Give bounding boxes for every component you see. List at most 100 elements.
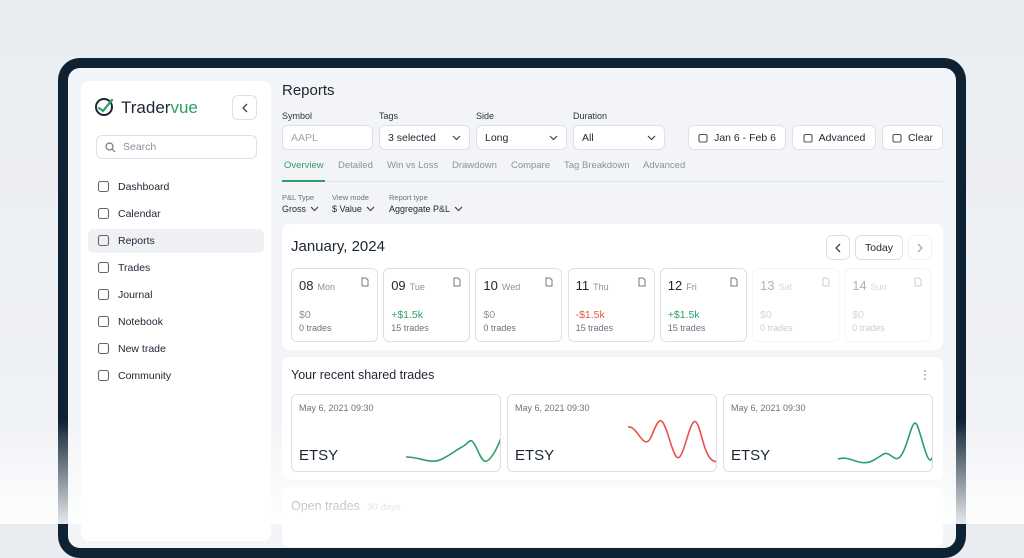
filter-button[interactable]: Clear [882, 125, 943, 150]
nav-label: Dashboard [118, 181, 170, 193]
filter-button[interactable]: Advanced [792, 125, 876, 150]
day-card[interactable]: 08 Mon $0 0 trades [291, 268, 378, 342]
filter-value: Long [485, 131, 509, 144]
tab[interactable]: Win vs Loss [387, 160, 439, 171]
brand-second: vue [170, 98, 198, 117]
day-trades: 15 trades [391, 323, 429, 333]
day-header: 10 Wed [483, 278, 520, 293]
collapse-button[interactable] [232, 95, 257, 120]
day-date: 12 [667, 278, 683, 293]
day-pnl: $0 [852, 309, 864, 321]
nav-item[interactable]: Journal [88, 283, 264, 307]
day-header: 13 Sat [760, 278, 792, 293]
prev-button[interactable] [826, 235, 850, 260]
tab[interactable]: Overview [284, 160, 324, 171]
trade-symbol: ETSY [731, 447, 771, 464]
day-header: 14 Sun [852, 278, 886, 293]
day-header: 11 Thu [576, 278, 609, 293]
day-pnl: +$1.5k [667, 309, 700, 321]
tab[interactable]: Detailed [338, 160, 373, 171]
filter-button[interactable]: Jan 6 - Feb 6 [688, 125, 786, 150]
day-trades: 0 trades [852, 323, 885, 333]
day-header: 09 Tue [391, 278, 425, 293]
button-label: Jan 6 - Feb 6 [714, 131, 776, 144]
nav-label: New trade [118, 343, 166, 355]
open-trades-title: Open trades [291, 499, 360, 513]
day-weekday: Fri [686, 282, 697, 292]
option-value: $ Value [332, 204, 362, 214]
day-weekday: Sun [870, 282, 887, 292]
filter-input[interactable]: 3 selected [379, 125, 470, 150]
logo-icon [95, 98, 114, 116]
option-label: Report type [389, 193, 428, 202]
filter-input[interactable]: All [573, 125, 665, 150]
filter-value: All [582, 131, 594, 144]
search-box[interactable]: Search [96, 135, 257, 159]
option-select[interactable]: $ Value [332, 204, 375, 214]
trade-time: May 6, 2021 09:30 [299, 403, 374, 413]
button-label: Advanced [818, 131, 866, 144]
trade-time: May 6, 2021 09:30 [731, 403, 806, 413]
nav-item[interactable]: New trade [88, 337, 264, 361]
day-pnl: $0 [299, 309, 311, 321]
today-button[interactable]: Today [855, 235, 903, 260]
day-header: 12 Fri [668, 278, 697, 293]
day-weekday: Wed [501, 282, 521, 292]
nav-item[interactable]: Dashboard [88, 175, 264, 199]
sparkline [405, 438, 500, 463]
nav-label: Journal [118, 289, 153, 301]
day-header: 08 Mon [299, 278, 335, 293]
day-card[interactable]: 11 Thu -$1.5k 15 trades [567, 268, 655, 342]
brand-first: Trader [121, 98, 171, 117]
trade-time: May 6, 2021 09:30 [515, 403, 590, 413]
button-label: Clear [907, 131, 934, 144]
nav-item[interactable]: Trades [88, 256, 264, 280]
nav-item[interactable]: Calendar [88, 202, 264, 226]
day-date: 13 [760, 278, 775, 293]
day-weekday: Thu [593, 282, 609, 292]
option-select[interactable]: Aggregate P&L [389, 204, 463, 214]
trade-card[interactable]: May 6, 2021 09:30 ETSY [507, 394, 717, 472]
day-trades: 0 trades [299, 323, 332, 333]
filter-value: AAPL [291, 131, 318, 144]
day-date: 11 [575, 278, 590, 293]
day-card[interactable]: 14 Sun $0 0 trades [844, 268, 932, 342]
day-trades: 0 trades [483, 323, 516, 333]
nav-item[interactable]: Community [88, 364, 264, 388]
day-pnl: $0 [760, 309, 772, 321]
more-button[interactable]: · · · [923, 363, 927, 385]
day-card[interactable]: 09 Tue +$1.5k 15 trades [383, 268, 471, 342]
option-value: Gross [282, 204, 307, 214]
open-trades-period: 30 days [367, 502, 401, 513]
nav-label: Community [118, 370, 172, 382]
day-date: 10 [483, 278, 498, 293]
option-select[interactable]: Gross [282, 204, 319, 214]
day-card[interactable]: 12 Fri +$1.5k 15 trades [659, 268, 747, 342]
next-button[interactable] [908, 235, 932, 260]
brand: Tradervue [121, 98, 198, 118]
day-date: 09 [391, 278, 406, 293]
search-placeholder: Search [123, 141, 157, 153]
nav-item[interactable]: Notebook [88, 310, 264, 334]
tab[interactable]: Advanced [643, 160, 686, 171]
day-card[interactable]: 10 Wed $0 0 trades [475, 268, 563, 342]
filter-input[interactable]: AAPL [282, 125, 373, 150]
tab-divider [282, 181, 943, 182]
tab[interactable]: Tag Breakdown [564, 160, 630, 171]
day-pnl: +$1.5k [391, 309, 424, 321]
day-trades: 15 trades [575, 323, 614, 333]
trade-card[interactable]: May 6, 2021 09:30 ETSY [723, 394, 933, 472]
option-value: Aggregate P&L [389, 204, 451, 214]
open-trades-header: Open trades 30 days [291, 499, 401, 513]
nav-label: Calendar [118, 208, 161, 220]
tab[interactable]: Drawdown [452, 160, 497, 171]
day-card[interactable]: 13 Sat $0 0 trades [752, 268, 839, 342]
filter-input[interactable]: Long [476, 125, 567, 150]
trade-symbol: ETSY [515, 447, 555, 464]
nav-item[interactable]: Reports [88, 229, 264, 253]
trade-card[interactable]: May 6, 2021 09:30 ETSY [291, 394, 501, 472]
tab[interactable]: Compare [511, 160, 551, 171]
shared-title: Your recent shared trades [291, 368, 435, 382]
day-weekday: Mon [317, 282, 335, 292]
